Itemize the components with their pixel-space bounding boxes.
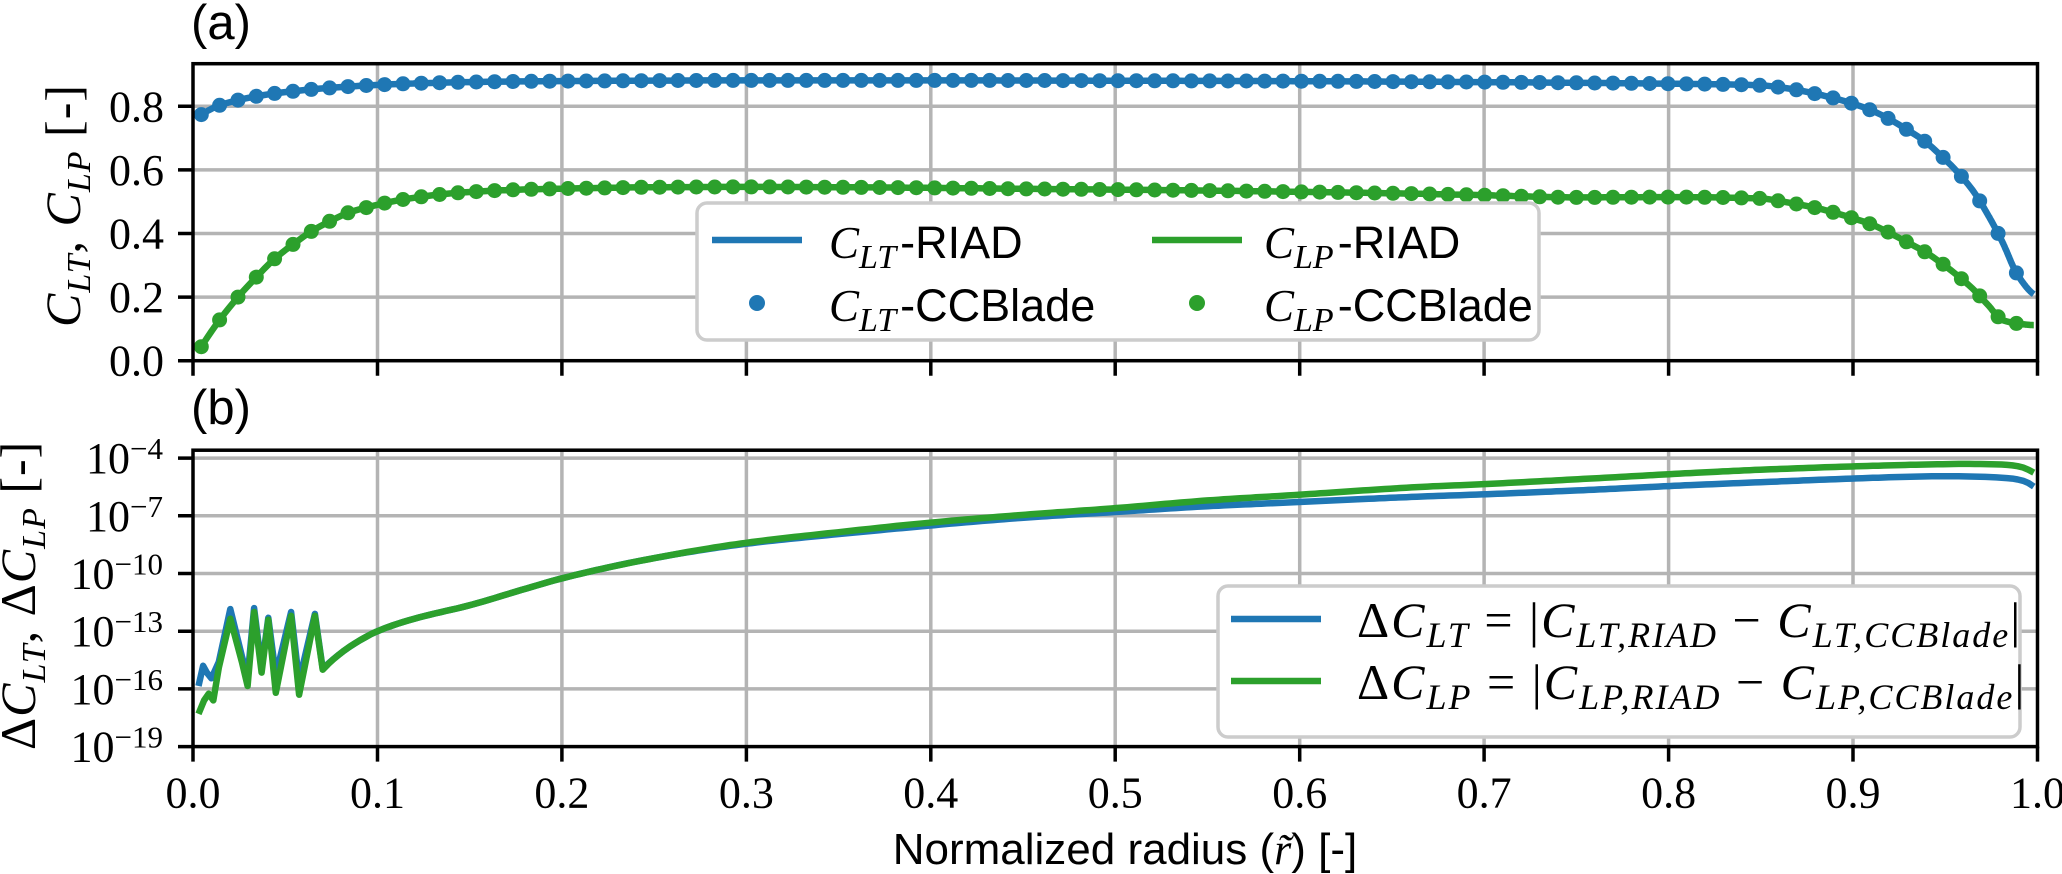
- svg-text:0.8: 0.8: [109, 82, 164, 131]
- svg-text:0.6: 0.6: [109, 146, 164, 195]
- svg-text:0.4: 0.4: [903, 769, 958, 818]
- svg-text:0.2: 0.2: [109, 273, 164, 322]
- svg-text:CLP-CCBlade: CLP-CCBlade: [1264, 280, 1533, 339]
- svg-text:CLP-RIAD: CLP-RIAD: [1264, 217, 1460, 276]
- svg-text:CLT-CCBlade: CLT-CCBlade: [829, 280, 1095, 339]
- svg-text:0.1: 0.1: [350, 769, 405, 818]
- svg-text:0.0: 0.0: [166, 769, 221, 818]
- svg-text:0.5: 0.5: [1088, 769, 1143, 818]
- svg-text:0.2: 0.2: [534, 769, 589, 818]
- svg-text:0.6: 0.6: [1272, 769, 1327, 818]
- svg-text:0.3: 0.3: [719, 769, 774, 818]
- svg-text:0.0: 0.0: [109, 337, 164, 386]
- svg-text:CLT-RIAD: CLT-RIAD: [829, 217, 1023, 276]
- svg-text:CLT, CLP [-]: CLT, CLP [-]: [35, 84, 98, 327]
- svg-text:0.4: 0.4: [109, 210, 164, 259]
- svg-text:0.7: 0.7: [1457, 769, 1512, 818]
- svg-text:1.0: 1.0: [2010, 769, 2062, 818]
- svg-text:0.8: 0.8: [1641, 769, 1696, 818]
- svg-text:10−4: 10−4: [86, 431, 163, 483]
- svg-text:(a): (a): [191, 0, 251, 50]
- svg-text:0.9: 0.9: [1826, 769, 1881, 818]
- svg-text:ΔCLT, ΔCLP [-]: ΔCLT, ΔCLP [-]: [0, 441, 53, 750]
- svg-text:(b): (b): [191, 381, 251, 435]
- svg-text:Normalized radius (r̃) [-]: Normalized radius (r̃) [-]: [893, 825, 1358, 874]
